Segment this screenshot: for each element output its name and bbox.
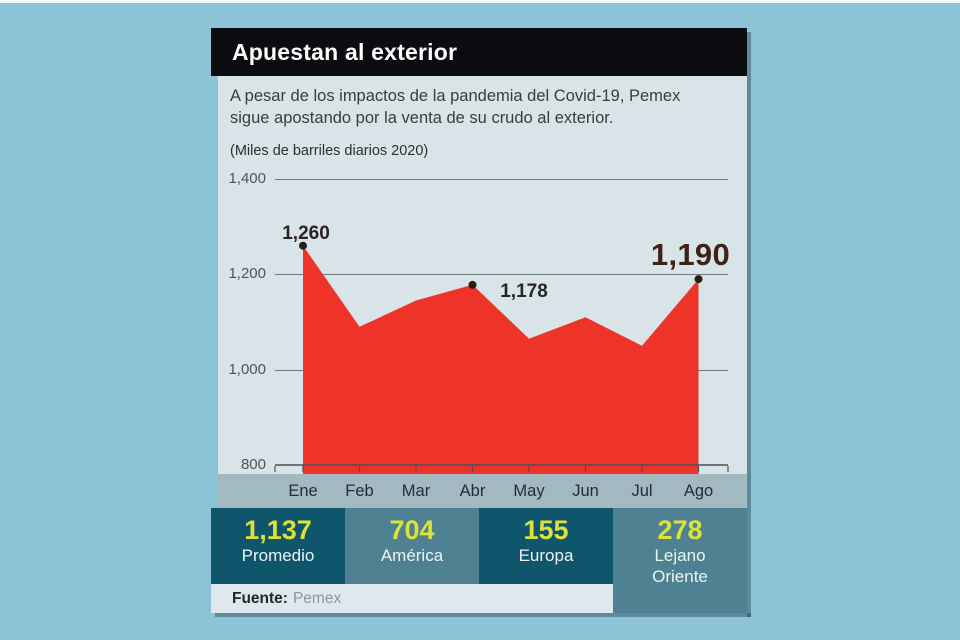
stat-lejano-oriente: 278 Lejano Oriente	[613, 508, 747, 613]
stat-value: 155	[523, 515, 569, 545]
card-body: A pesar de los impactos de la pandemia d…	[218, 76, 747, 508]
x-axis-label-may: May	[513, 482, 545, 500]
stat-label: Lejano Oriente	[652, 546, 708, 586]
card-header: Apuestan al exterior	[211, 28, 747, 76]
x-axis-label-mar: Mar	[401, 482, 431, 500]
intro-line-2: sigue apostando por la venta de su crudo…	[230, 108, 614, 127]
x-axis-label-feb: Feb	[345, 482, 374, 500]
x-axis-label-jul: Jul	[631, 482, 653, 500]
area-series-plot	[274, 241, 729, 474]
stat-value: 704	[389, 515, 435, 545]
value-label-ago: 1,190	[650, 237, 730, 272]
x-axis-month-band: Ene Feb Mar Abr May Jun Jul Ago	[218, 474, 747, 508]
gridline-1200	[275, 274, 728, 275]
intro-text: A pesar de los impactos de la pandemia d…	[230, 86, 680, 129]
intro-line-1: A pesar de los impactos de la pandemia d…	[230, 87, 681, 105]
stat-value: 278	[657, 515, 703, 545]
data-point-marker	[468, 280, 477, 289]
data-point-marker	[694, 275, 703, 284]
infographic-card: Apuestan al exterior A pesar de los impa…	[211, 28, 751, 617]
x-axis-label-abr: Abr	[459, 482, 486, 500]
page-title: Apuestan al exterior	[232, 39, 458, 65]
stats-row: 1,137 Promedio 704 América 155 Europa 27…	[211, 508, 747, 613]
x-axis-label-jun: Jun	[572, 482, 599, 500]
stat-promedio: 1,137 Promedio	[211, 508, 345, 584]
top-edge-strip	[0, 0, 960, 3]
y-axis-tick-label: 1,200	[228, 265, 266, 282]
gridline-1400	[275, 179, 728, 180]
source-bar: Fuente: Pemex	[211, 584, 613, 613]
card-shadow	[747, 32, 751, 617]
y-axis-tick-label: 800	[240, 456, 266, 473]
value-label-ene: 1,260	[282, 223, 330, 244]
source-value: Pemex	[292, 590, 342, 607]
units-note: (Miles de barriles diarios 2020)	[230, 143, 429, 159]
x-axis-label-ene: Ene	[288, 482, 318, 500]
data-point-marker	[299, 241, 307, 250]
export-area-chart: 1,400 1,200 1,000 800 1,260 1,178 1,190 …	[218, 170, 747, 508]
value-label-abr: 1,178	[500, 281, 548, 302]
stat-europa: 155 Europa	[479, 508, 613, 584]
stat-value: 1,137	[244, 515, 312, 545]
stat-america: 704 América	[345, 508, 479, 584]
stat-label: América	[380, 546, 444, 565]
stat-label: Europa	[518, 546, 574, 565]
y-axis-tick-label: 1,000	[228, 361, 266, 378]
area-fill	[303, 245, 699, 474]
stat-label: Promedio	[241, 546, 315, 565]
card-shadow	[215, 613, 751, 617]
source-label: Fuente:	[232, 590, 288, 607]
y-axis-tick-label: 1,400	[228, 170, 266, 187]
x-axis-label-ago: Ago	[683, 482, 714, 500]
